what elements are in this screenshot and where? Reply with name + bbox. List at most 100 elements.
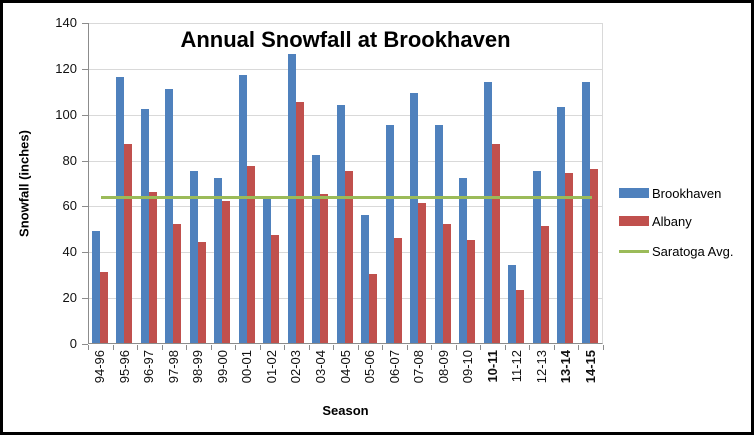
bar-brookhaven-96-97	[140, 109, 149, 343]
y-tick-mark	[82, 252, 88, 254]
bar-albany-96-97	[148, 191, 157, 343]
x-tick-mark	[333, 345, 335, 350]
bar-albany-05-06	[369, 274, 378, 343]
legend-label: Albany	[652, 213, 692, 229]
y-tick-mark	[82, 206, 88, 208]
x-category-label: 94-96	[92, 350, 108, 384]
bar-albany-11-12	[516, 290, 525, 343]
x-tick-mark	[284, 345, 286, 350]
x-category-label: 98-99	[190, 350, 206, 384]
x-axis-title: Season	[322, 403, 369, 418]
x-category-label: 12-13	[533, 350, 549, 384]
x-tick-mark	[308, 345, 310, 350]
x-category-label: 96-97	[141, 350, 157, 384]
x-tick-mark	[578, 345, 580, 350]
y-tick-mark	[82, 344, 88, 345]
y-axis-title: Snowfall (inches)	[16, 130, 32, 237]
legend-item-saratoga-avg-: Saratoga Avg.	[619, 243, 734, 259]
bar-albany-02-03	[295, 102, 304, 343]
bar-albany-07-08	[418, 203, 427, 343]
x-tick-mark	[112, 345, 114, 350]
bar-albany-01-02	[271, 235, 280, 343]
bar-albany-99-00	[222, 200, 231, 343]
y-tick-label: 140	[55, 15, 77, 30]
bar-brookhaven-94-96	[91, 230, 100, 343]
x-tick-mark	[529, 345, 531, 350]
x-tick-mark	[382, 345, 384, 350]
x-tick-mark	[259, 345, 261, 350]
x-tick-mark	[357, 345, 359, 350]
legend-line-swatch	[619, 249, 649, 253]
bar-albany-10-11	[491, 143, 500, 343]
bar-brookhaven-08-09	[434, 125, 443, 343]
y-tick-label: 120	[55, 60, 77, 76]
bar-brookhaven-05-06	[361, 214, 370, 343]
x-category-label: 01-02	[263, 350, 279, 384]
bar-brookhaven-00-01	[238, 74, 247, 343]
legend-label: Brookhaven	[652, 185, 722, 201]
x-tick-mark	[406, 345, 408, 350]
bar-brookhaven-99-00	[214, 177, 223, 343]
bar-albany-98-99	[197, 242, 206, 343]
bar-brookhaven-12-13	[532, 171, 541, 343]
bar-brookhaven-11-12	[508, 265, 517, 343]
bar-albany-00-01	[246, 166, 255, 343]
x-category-label: 04-05	[337, 350, 353, 384]
x-category-label: 07-08	[411, 350, 427, 384]
average-line-saratoga-avg-	[101, 195, 592, 199]
x-tick-mark	[455, 345, 457, 350]
x-tick-mark	[235, 345, 237, 350]
bar-brookhaven-03-04	[312, 155, 321, 343]
bar-albany-09-10	[467, 239, 476, 343]
bar-albany-14-15	[589, 168, 598, 343]
bar-brookhaven-10-11	[483, 81, 492, 343]
bar-brookhaven-09-10	[459, 177, 468, 343]
x-category-label: 06-07	[386, 350, 402, 384]
x-category-label: 08-09	[435, 350, 451, 384]
legend-color-swatch	[619, 188, 649, 198]
x-category-label: 97-98	[165, 350, 181, 384]
x-category-label: 14-15	[582, 350, 598, 384]
y-tick-label: 60	[62, 198, 77, 214]
gridline-120	[89, 68, 602, 70]
x-category-label: 95-96	[116, 350, 132, 384]
y-tick-mark	[82, 114, 88, 116]
bar-albany-97-98	[173, 223, 182, 343]
legend-label: Saratoga Avg.	[652, 243, 734, 259]
y-tick-mark	[82, 298, 88, 300]
legend-item-brookhaven: Brookhaven	[619, 185, 722, 201]
x-tick-mark	[210, 345, 212, 350]
bar-brookhaven-98-99	[189, 171, 198, 343]
bar-albany-12-13	[540, 226, 549, 343]
bar-brookhaven-07-08	[410, 93, 419, 343]
bar-albany-06-07	[393, 237, 402, 343]
x-tick-mark	[186, 345, 188, 350]
y-tick-mark	[82, 23, 88, 24]
bar-albany-13-14	[565, 173, 574, 343]
x-category-label: 05-06	[362, 350, 378, 384]
y-tick-mark	[82, 160, 88, 162]
legend-color-swatch	[619, 216, 649, 226]
bar-brookhaven-01-02	[263, 198, 272, 343]
y-tick-mark	[82, 68, 88, 70]
gridline-80	[89, 160, 602, 162]
x-tick-mark	[161, 345, 163, 350]
x-tick-mark	[137, 345, 139, 350]
y-tick-label: 0	[69, 336, 77, 351]
bar-brookhaven-06-07	[385, 125, 394, 343]
x-tick-mark	[504, 345, 506, 350]
x-category-label: 99-00	[214, 350, 230, 384]
x-category-label: 00-01	[239, 350, 255, 384]
gridline-100	[89, 114, 602, 116]
x-category-label: 02-03	[288, 350, 304, 384]
x-category-label: 09-10	[460, 350, 476, 384]
gridline-140	[89, 23, 602, 24]
x-category-label: 03-04	[312, 350, 328, 384]
x-tick-mark	[431, 345, 433, 350]
bar-brookhaven-13-14	[557, 106, 566, 343]
y-tick-label: 100	[55, 106, 77, 122]
bar-albany-95-96	[124, 143, 133, 343]
x-tick-mark	[88, 345, 89, 350]
y-tick-label: 80	[62, 152, 77, 168]
bar-albany-94-96	[99, 271, 108, 343]
